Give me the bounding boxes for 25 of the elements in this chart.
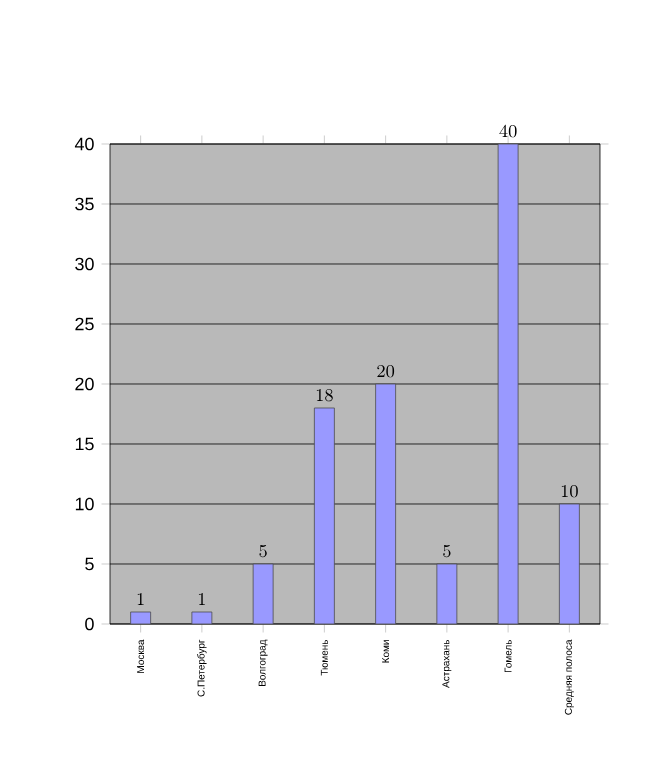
bar	[436, 563, 458, 624]
data-label: 20	[377, 365, 395, 378]
bar	[375, 383, 397, 624]
data-label: 18	[316, 389, 333, 402]
y-tick-label: 25	[75, 317, 94, 331]
bar	[313, 407, 335, 624]
y-tick-label: 35	[75, 197, 94, 211]
data-label: 40	[499, 124, 517, 138]
y-tick-label: 30	[75, 257, 94, 271]
y-tick-label: 10	[75, 497, 94, 511]
bar	[252, 563, 274, 624]
bar	[130, 611, 152, 624]
bar	[558, 503, 580, 624]
bar	[191, 611, 213, 624]
data-label: 1	[137, 593, 144, 605]
data-label: 10	[561, 485, 578, 498]
y-tick-label: 15	[75, 437, 94, 451]
bar	[497, 143, 519, 624]
y-tick-label: 40	[74, 137, 94, 151]
data-label: 5	[259, 545, 267, 558]
y-tick-label: 20	[75, 377, 94, 391]
y-tick-label: 5	[85, 557, 94, 571]
data-label: 5	[443, 545, 451, 558]
y-tick-label: 0	[85, 617, 94, 631]
data-label: 1	[198, 593, 206, 605]
